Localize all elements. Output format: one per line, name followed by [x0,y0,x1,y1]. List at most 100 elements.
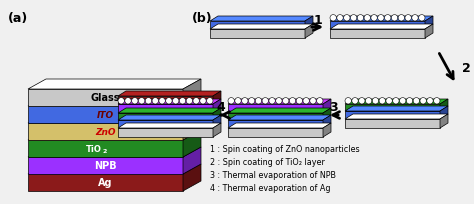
Text: 1: 1 [313,13,322,26]
Polygon shape [118,128,213,137]
Text: NPB: NPB [94,161,117,171]
Circle shape [235,98,241,104]
Circle shape [350,16,357,22]
Text: 3 : Thermal evaporation of NPB: 3 : Thermal evaporation of NPB [210,170,336,179]
Polygon shape [28,113,201,123]
Circle shape [372,98,379,104]
Text: Ag: Ag [98,178,113,188]
Polygon shape [28,106,183,123]
Circle shape [166,98,172,104]
Polygon shape [213,100,221,113]
Polygon shape [28,130,201,140]
Circle shape [125,98,131,104]
Polygon shape [323,100,331,113]
Text: 2: 2 [102,148,107,153]
Circle shape [386,98,392,104]
Polygon shape [183,80,201,106]
Polygon shape [228,109,331,113]
Circle shape [345,98,351,104]
Circle shape [379,98,385,104]
Circle shape [296,98,302,104]
Polygon shape [440,106,448,119]
Circle shape [357,16,364,22]
Circle shape [392,98,399,104]
Polygon shape [183,164,201,191]
Polygon shape [213,109,221,120]
Polygon shape [183,96,201,123]
Circle shape [262,98,268,104]
Text: ITO: ITO [97,110,114,119]
Polygon shape [213,123,221,137]
Polygon shape [118,120,213,128]
Polygon shape [213,92,221,104]
Circle shape [145,98,152,104]
Polygon shape [118,100,221,104]
Circle shape [344,16,350,22]
Polygon shape [323,123,331,137]
Polygon shape [118,104,213,113]
Circle shape [255,98,262,104]
Circle shape [152,98,158,104]
Circle shape [173,98,179,104]
Text: ZnO: ZnO [95,127,116,136]
Polygon shape [183,147,201,174]
Polygon shape [228,104,323,113]
Circle shape [200,98,206,104]
Circle shape [392,16,398,22]
Polygon shape [228,113,323,120]
Polygon shape [28,96,201,106]
Circle shape [352,98,358,104]
Circle shape [371,16,377,22]
Circle shape [427,98,433,104]
Polygon shape [28,164,201,174]
Polygon shape [213,115,221,128]
Polygon shape [118,92,221,96]
Circle shape [365,98,372,104]
Polygon shape [323,109,331,120]
Polygon shape [28,174,183,191]
Polygon shape [345,114,448,119]
Circle shape [434,98,440,104]
Polygon shape [345,106,448,111]
Polygon shape [330,17,433,22]
Polygon shape [425,25,433,39]
Polygon shape [440,100,448,111]
Polygon shape [305,25,313,39]
Polygon shape [28,147,201,157]
Circle shape [303,98,310,104]
Circle shape [364,16,371,22]
Circle shape [412,16,418,22]
Circle shape [207,98,213,104]
Polygon shape [440,114,448,128]
Circle shape [330,16,337,22]
Polygon shape [118,123,221,128]
Polygon shape [210,25,313,30]
Circle shape [405,16,411,22]
Circle shape [193,98,200,104]
Circle shape [276,98,282,104]
Circle shape [406,98,413,104]
Polygon shape [228,100,331,104]
Circle shape [310,98,316,104]
Polygon shape [228,128,323,137]
Circle shape [132,98,138,104]
Polygon shape [118,96,213,104]
Text: (a): (a) [8,12,28,25]
Text: 4: 4 [216,101,225,114]
Polygon shape [330,30,425,39]
Polygon shape [228,115,331,120]
Circle shape [248,98,255,104]
Circle shape [283,98,289,104]
Circle shape [289,98,296,104]
Circle shape [138,98,145,104]
Text: 4 : Thermal evaporation of Ag: 4 : Thermal evaporation of Ag [210,183,330,192]
Text: 1 : Spin coating of ZnO nanoparticles: 1 : Spin coating of ZnO nanoparticles [210,144,360,153]
Circle shape [359,98,365,104]
Polygon shape [323,115,331,128]
Polygon shape [345,119,440,128]
Polygon shape [330,22,425,30]
Polygon shape [28,123,183,140]
Circle shape [420,98,427,104]
Circle shape [186,98,192,104]
Polygon shape [28,80,201,90]
